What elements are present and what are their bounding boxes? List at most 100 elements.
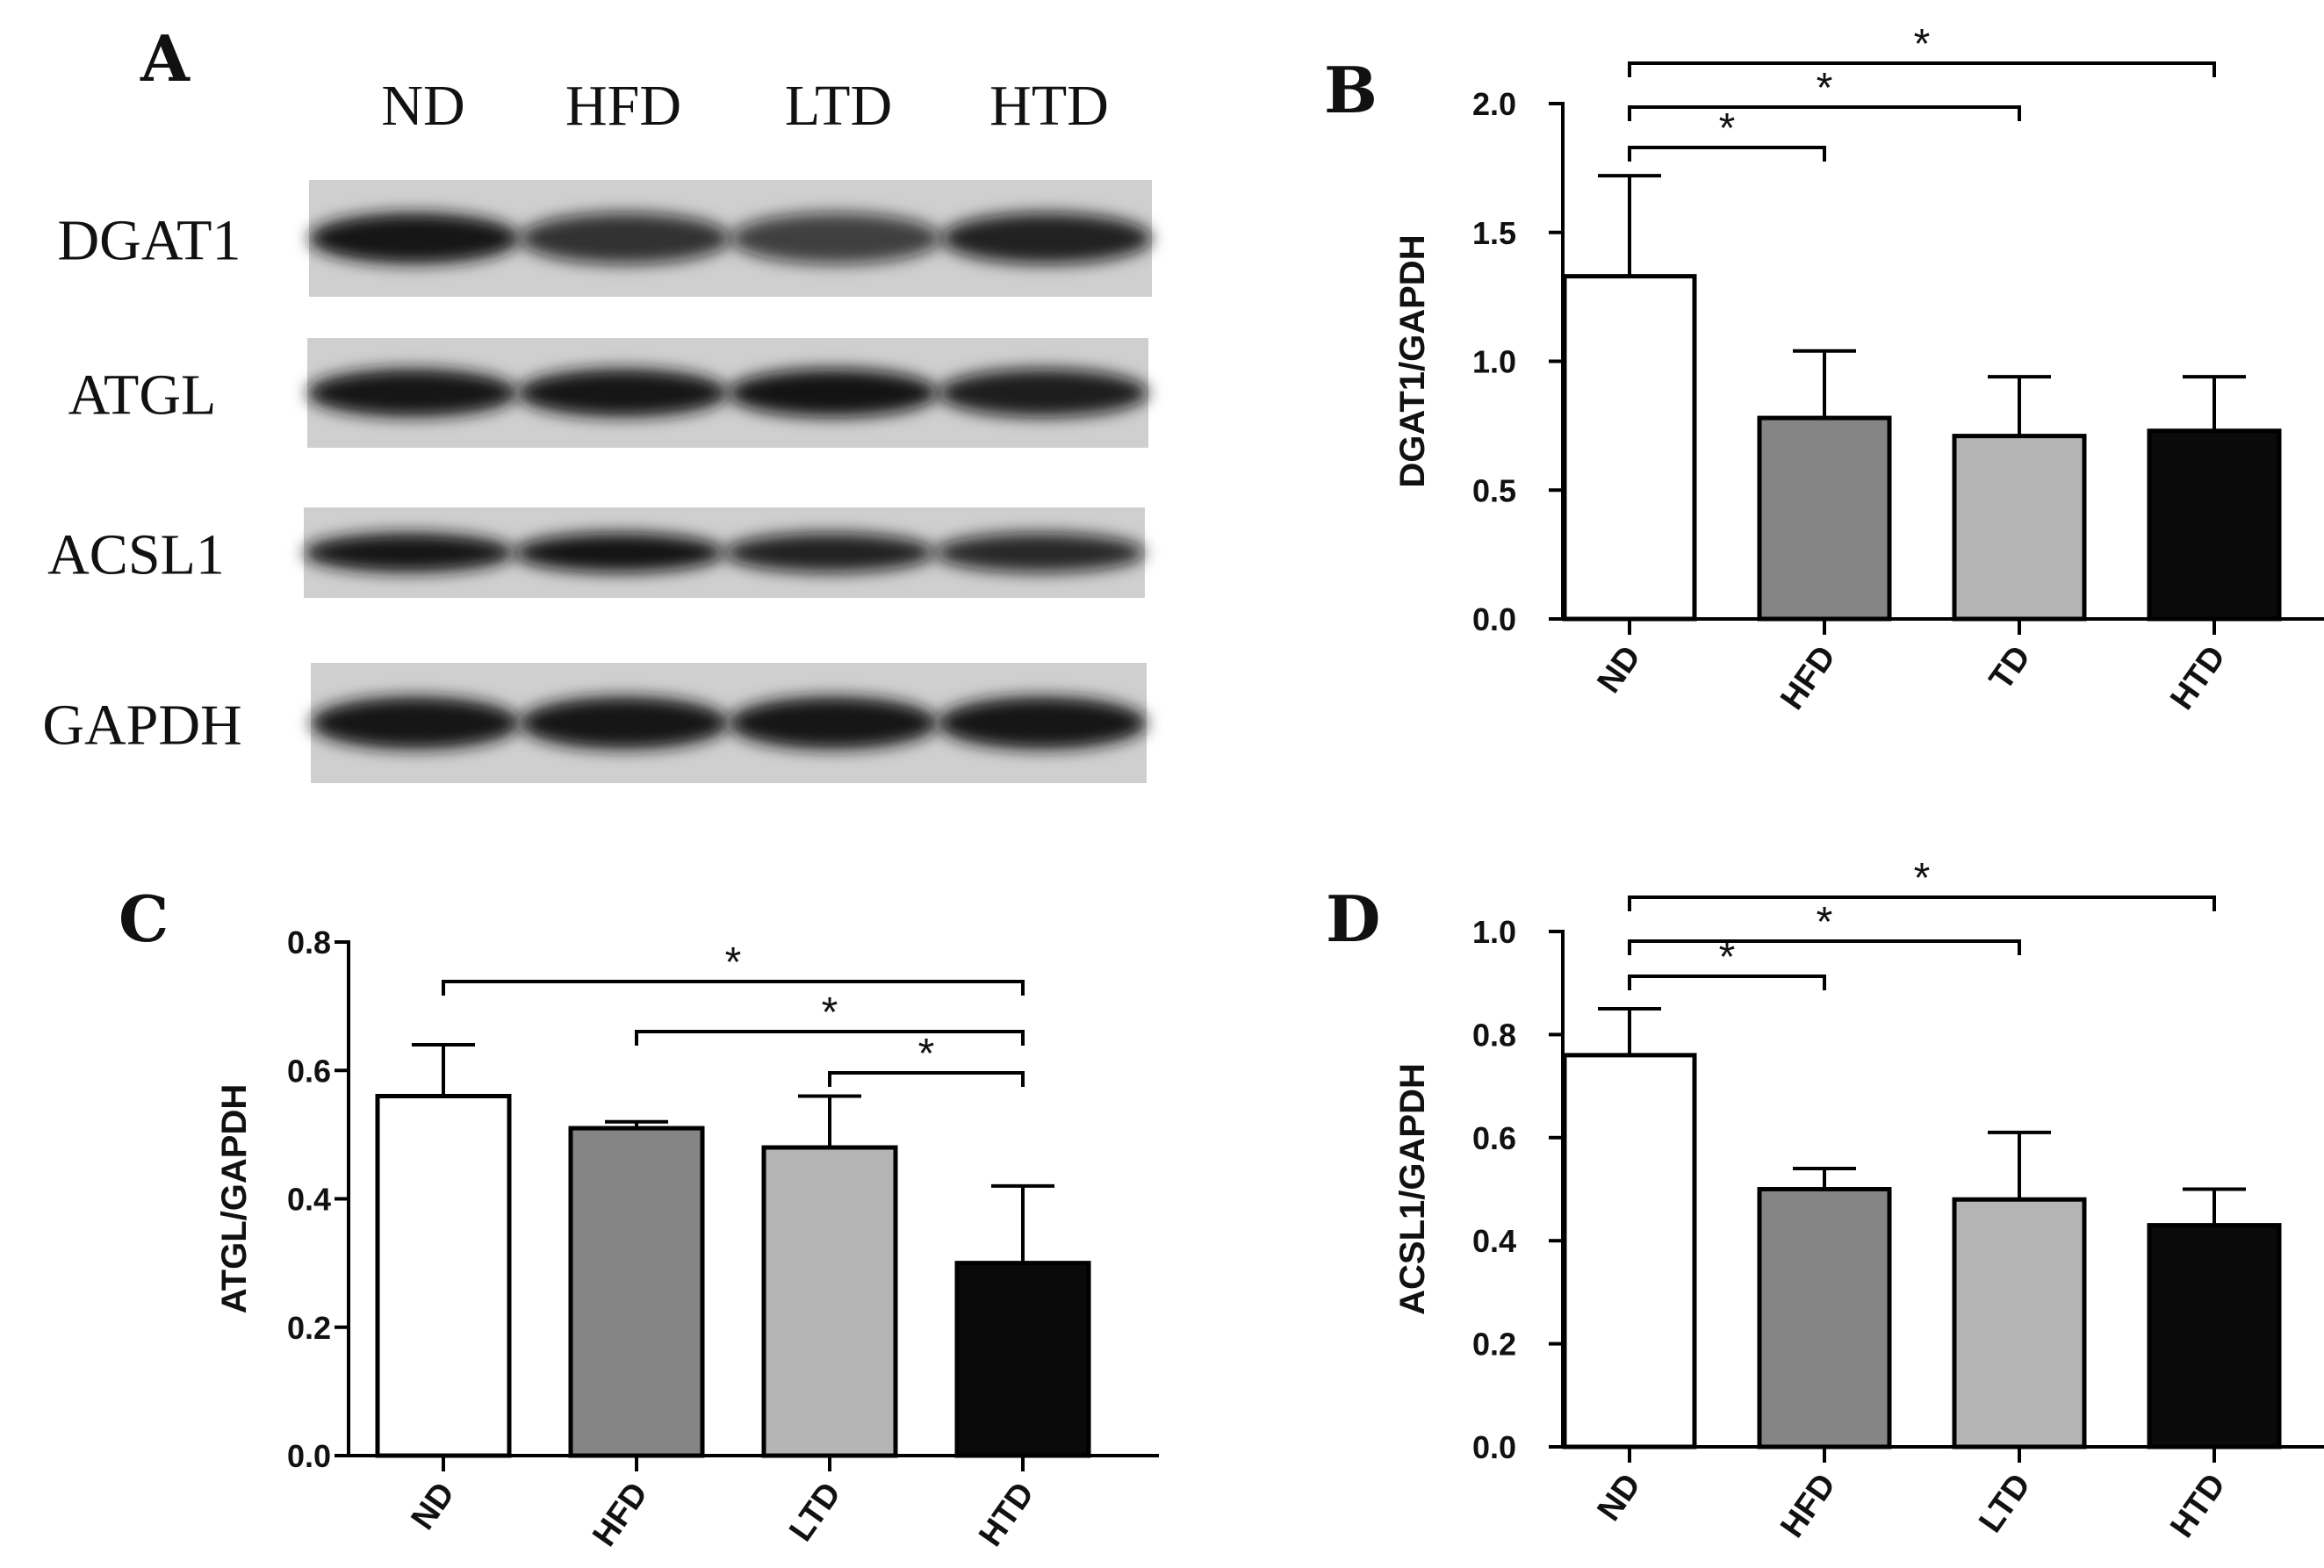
y-tick-label: 0.6	[287, 1053, 331, 1089]
blot-band-hfd	[517, 369, 728, 417]
blot-row-gapdh: GAPDH	[42, 663, 1147, 783]
blot-band-ltd	[729, 696, 938, 750]
chart-panel-c: C ATGL/GAPDH 0.0 0.2 0.4 0.6 0.8 ND HFD LTD HTD * * *	[119, 881, 1159, 1553]
significance-bracket: *	[1628, 105, 1826, 162]
blot-band-nd	[311, 696, 520, 750]
bracket-line	[1628, 61, 2216, 77]
blot-row-atgl: ATGL	[68, 338, 1148, 448]
blot-row-acsl1: ACSL1	[47, 507, 1145, 598]
blot-band-ltd	[728, 369, 939, 417]
significance-star: *	[822, 989, 838, 1036]
y-tick-label: 2.0	[1472, 86, 1516, 122]
category-label-htd: HTD	[2163, 639, 2233, 716]
significance-star: *	[1914, 21, 1931, 68]
y-tick-label: 1.0	[1472, 344, 1516, 380]
blot-band-nd	[309, 212, 520, 264]
significance-star: *	[1817, 65, 1833, 111]
bar-td	[1952, 434, 2087, 622]
protein-label-acsl1: ACSL1	[47, 523, 225, 587]
blot-band-htd	[941, 212, 1152, 264]
bracket-line	[1628, 895, 2216, 911]
y-tick-label: 0.8	[287, 924, 331, 960]
blot-band-hfd	[520, 212, 730, 264]
blot-band-ltd	[730, 212, 941, 264]
significance-star: *	[725, 939, 742, 986]
blot-row-dgat1: DGAT1	[58, 180, 1152, 297]
significance-bracket: *	[1628, 934, 1826, 990]
bar-nd	[375, 1094, 512, 1458]
blot-band-htd	[938, 369, 1148, 417]
y-axis-label: ATGL/GAPDH	[215, 1084, 254, 1313]
y-tick-label: 1.0	[1472, 914, 1516, 950]
y-tick-label: 0.0	[287, 1438, 331, 1474]
y-tick-label: 0.0	[1472, 601, 1516, 637]
bracket-line	[1628, 105, 2021, 121]
significance-star: *	[1817, 899, 1833, 946]
y-tick-label: 0.4	[1472, 1223, 1516, 1259]
y-axis-label: ACSL1/GAPDH	[1393, 1063, 1432, 1315]
blot-band-htd	[934, 532, 1145, 573]
bracket-line	[635, 1030, 1025, 1046]
significance-star: *	[918, 1031, 935, 1077]
significance-bracket: *	[635, 989, 1025, 1046]
protein-label-atgl: ATGL	[68, 363, 217, 428]
bar-htd	[2147, 428, 2282, 622]
y-tick-label: 0.2	[1472, 1327, 1516, 1363]
protein-label-gapdh: GAPDH	[42, 694, 241, 758]
blot-band-hfd	[514, 532, 724, 573]
blot-band-hfd	[520, 696, 729, 750]
category-label-hfd: HFD	[1774, 639, 1843, 716]
y-tick-label: 0.0	[1472, 1429, 1516, 1465]
bar-ltd	[1952, 1197, 2087, 1449]
y-tick-label: 0.4	[287, 1182, 331, 1218]
panel-letter-c: C	[119, 881, 169, 956]
y-tick-label: 0.8	[1472, 1017, 1516, 1053]
y-axis-label: DGAT1/GAPDH	[1393, 234, 1432, 487]
lane-label-htd: HTD	[989, 74, 1109, 138]
lane-label-nd: ND	[381, 74, 464, 138]
chart-panel-b: B DGAT1/GAPDH 0.0 0.5 1.0 1.5 2.0 ND HFD TD HTD * * *	[1324, 21, 2324, 716]
significance-star: *	[1719, 105, 1736, 152]
bar-nd	[1562, 274, 1697, 622]
significance-bracket: *	[1628, 899, 2021, 955]
significance-star: *	[1914, 855, 1931, 902]
category-label-ltd: LTD	[1972, 1467, 2038, 1539]
category-label-td: TD	[1982, 639, 2038, 697]
blot-band-nd	[307, 369, 518, 417]
significance-bracket: *	[442, 939, 1025, 996]
bar-ltd	[761, 1145, 898, 1458]
category-label-htd: HTD	[972, 1476, 1041, 1553]
bracket-line	[1628, 146, 1826, 162]
significance-bracket: *	[1628, 855, 2216, 911]
category-label-nd: ND	[1590, 639, 1648, 700]
bracket-line	[1628, 939, 2021, 955]
y-tick-label: 0.2	[287, 1310, 331, 1346]
blot-panel: A ND HFD LTD HTD DGAT1 ATGL ACSL1 GAPDH	[42, 21, 1152, 783]
bar-htd	[2147, 1223, 2282, 1449]
category-label-ltd: LTD	[782, 1476, 848, 1548]
category-label-hfd: HFD	[1774, 1467, 1843, 1544]
bar-htd	[954, 1261, 1091, 1458]
category-label-nd: ND	[1590, 1467, 1648, 1528]
y-tick-label: 0.5	[1472, 472, 1516, 508]
bar-hfd	[1757, 415, 1892, 622]
bracket-line	[828, 1071, 1025, 1087]
panel-letter-d: D	[1326, 881, 1380, 956]
bar-hfd	[568, 1126, 705, 1458]
y-tick-label: 0.6	[1472, 1120, 1516, 1156]
bracket-line	[442, 980, 1025, 996]
bar-hfd	[1757, 1187, 1892, 1449]
panel-letter-a: A	[140, 21, 191, 96]
lane-label-ltd: LTD	[785, 74, 892, 138]
significance-bracket: *	[1628, 65, 2021, 121]
category-label-hfd: HFD	[586, 1476, 655, 1553]
protein-label-dgat1: DGAT1	[58, 209, 241, 273]
significance-bracket: *	[828, 1031, 1025, 1087]
lane-label-hfd: HFD	[565, 74, 681, 138]
blot-band-htd	[938, 696, 1147, 750]
chart-panel-d: D ACSL1/GAPDH 0.0 0.2 0.4 0.6 0.8 1.0 ND HFD LTD HT…	[1326, 855, 2324, 1544]
bracket-line	[1628, 975, 1826, 990]
significance-star: *	[1719, 934, 1736, 981]
category-label-htd: HTD	[2163, 1467, 2233, 1544]
